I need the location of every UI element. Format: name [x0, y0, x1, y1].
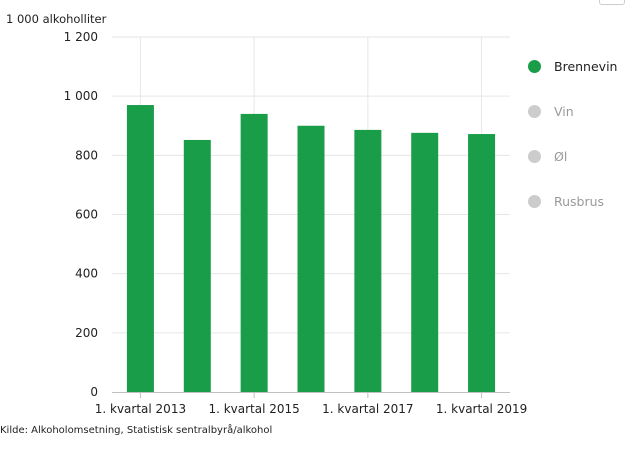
y-tick-label: 400 — [75, 267, 98, 281]
export-menu-button[interactable] — [599, 0, 625, 5]
y-tick-label: 800 — [75, 148, 98, 162]
legend-label: Øl — [554, 149, 568, 164]
bar — [126, 105, 154, 393]
legend-dot-icon — [528, 150, 541, 163]
legend-dot-icon — [528, 195, 541, 208]
x-tick-label: 1. kvartal 2015 — [208, 402, 299, 416]
legend-item-vin[interactable]: Vin — [528, 89, 617, 134]
x-tick-label: 1. kvartal 2017 — [322, 402, 413, 416]
y-tick-label: 600 — [75, 208, 98, 222]
legend-label: Brennevin — [554, 59, 618, 74]
legend-item-brennevin[interactable]: Brennevin — [528, 44, 617, 89]
y-tick-label: 200 — [75, 326, 98, 340]
legend-label: Rusbrus — [554, 194, 605, 209]
legend-dot-icon — [528, 60, 541, 73]
y-tick-label: 1 000 — [64, 89, 98, 103]
bar — [411, 132, 439, 392]
bar — [297, 125, 325, 392]
legend-label: Vin — [554, 104, 574, 119]
x-tick-label: 1. kvartal 2019 — [436, 402, 527, 416]
chart-legend: Brennevin Vin Øl Rusbrus — [528, 44, 617, 224]
bar — [183, 139, 211, 392]
legend-dot-icon — [528, 105, 541, 118]
y-axis-unit-label: 1 000 alkoholliter — [6, 12, 107, 26]
bar — [354, 129, 382, 392]
source-note: Kilde: Alkoholomsetning, Statistisk sent… — [0, 425, 273, 436]
x-tick-label: 1. kvartal 2013 — [95, 402, 186, 416]
y-tick-label: 1 200 — [64, 30, 98, 44]
y-tick-label: 0 — [90, 385, 98, 399]
bar — [468, 134, 496, 393]
legend-item-ol[interactable]: Øl — [528, 134, 617, 179]
legend-item-rusbrus[interactable]: Rusbrus — [528, 179, 617, 224]
bar — [240, 113, 268, 393]
